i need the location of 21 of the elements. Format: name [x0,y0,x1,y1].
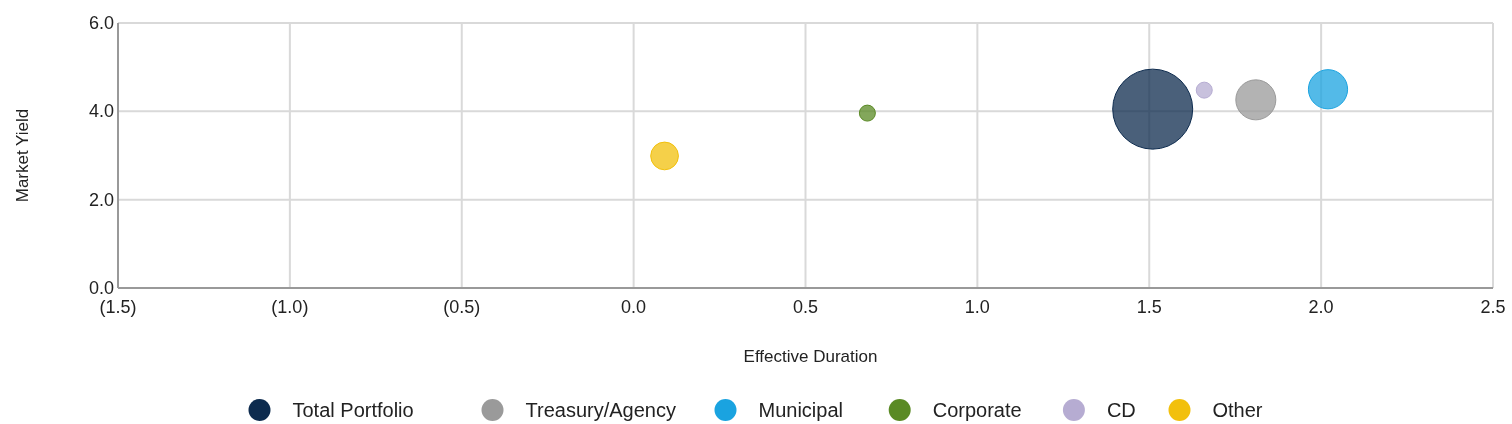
x-tick-label: 1.0 [964,297,990,317]
legend-label: Total Portfolio [292,399,414,421]
y-tick-label: 6.0 [88,13,114,33]
y-axis-title: Market Yield [13,108,32,203]
x-tick-label: 2.0 [1308,297,1334,317]
x-tick-label: (0.5) [443,297,481,317]
x-tick-label: 0.0 [621,297,647,317]
legend-label: Treasury/Agency [525,399,676,421]
legend-label: Municipal [758,399,843,421]
x-tick-label: (1.0) [271,297,309,317]
x-tick-label: 1.5 [1136,297,1162,317]
x-tick-label: (1.5) [99,297,137,317]
legend-label: Other [1212,399,1263,421]
y-tick-label: 2.0 [88,189,114,210]
legend-label: CD [1106,399,1136,421]
y-tick-label: 4.0 [88,101,114,122]
x-tick-label: 2.5 [1480,297,1506,317]
x-axis-title: Effective Duration [743,347,878,366]
x-tick-label: 0.5 [792,297,819,317]
legend-label: Corporate [932,399,1022,421]
y-tick-label: 0.0 [88,278,114,298]
